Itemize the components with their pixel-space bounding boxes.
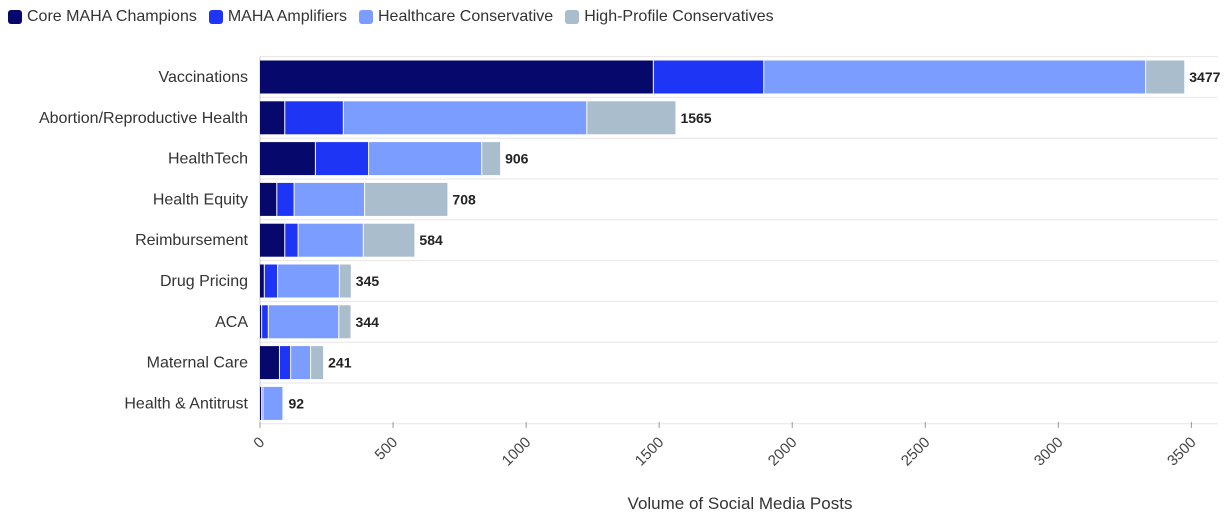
x-tick-label: 2000 (765, 434, 801, 470)
x-axis-title: Volume of Social Media Posts (628, 494, 853, 513)
bar-segment (311, 346, 324, 380)
bar-segment (369, 142, 482, 176)
bar-segment (365, 182, 448, 216)
bar-segment (587, 101, 676, 135)
bar-segment (264, 264, 278, 298)
total-label: 92 (288, 395, 304, 411)
bar-segment (262, 305, 268, 339)
legend: Core MAHA Champions MAHA Amplifiers Heal… (8, 8, 774, 26)
labels-layer: 0 500 1000 1500 2000 2500 3000 3500 Vaccinations… (39, 69, 1221, 469)
legend-item-high-profile-conservatives[interactable]: High-Profile Conservatives (565, 8, 774, 26)
total-label: 345 (356, 273, 380, 289)
bar-segment (260, 305, 262, 339)
category-label: Reimbursement (135, 232, 248, 249)
bar-segment (339, 264, 351, 298)
bar-segment (260, 182, 277, 216)
bar-segment (260, 346, 279, 380)
total-label: 241 (328, 355, 352, 371)
bar-segment (298, 223, 363, 257)
bar-segment (268, 305, 339, 339)
total-label: 344 (356, 314, 380, 330)
bar-segment (343, 101, 587, 135)
x-tick-label: 500 (372, 434, 402, 464)
bar-segment (260, 142, 315, 176)
bar-segment (653, 60, 764, 94)
bar-segment (339, 305, 351, 339)
total-label: 584 (419, 232, 443, 248)
x-tick-label: 1000 (499, 434, 535, 470)
category-label: Maternal Care (147, 355, 248, 372)
bar-segment (260, 101, 285, 135)
category-label: Abortion/Reproductive Health (39, 110, 248, 127)
bar-segment (482, 142, 501, 176)
legend-swatch (565, 10, 580, 24)
category-label: Health & Antitrust (124, 395, 248, 412)
category-label: HealthTech (168, 151, 248, 168)
legend-swatch (208, 10, 223, 24)
bar-segment (260, 386, 262, 420)
legend-label: Core MAHA Champions (27, 8, 197, 25)
bar-segment (363, 223, 415, 257)
legend-item-healthcare-conservative[interactable]: Healthcare Conservative (358, 8, 554, 26)
bar-segment (263, 386, 283, 420)
bar-segment (277, 182, 294, 216)
total-label: 3477 (1189, 69, 1220, 85)
category-label: Vaccinations (158, 69, 248, 86)
category-label: Health Equity (153, 191, 248, 208)
x-tick-label: 2500 (898, 434, 934, 470)
total-label: 1565 (680, 110, 711, 126)
bar-segment (260, 264, 264, 298)
legend-item-maha-amplifiers[interactable]: MAHA Amplifiers (208, 8, 347, 26)
legend-label: High-Profile Conservatives (584, 8, 774, 25)
category-label: ACA (215, 314, 248, 331)
x-tick-label: 1500 (632, 434, 668, 470)
x-tick-label: 3000 (1031, 434, 1067, 470)
bar-segment (260, 223, 285, 257)
x-tick-label: 3500 (1164, 434, 1200, 470)
total-label: 708 (452, 191, 476, 207)
bar-segment (260, 60, 653, 94)
bar-segment (285, 101, 343, 135)
legend-swatch (358, 10, 373, 24)
bar-segment (285, 223, 298, 257)
legend-item-core-maha-champions[interactable]: Core MAHA Champions (8, 8, 197, 26)
bar-segment (294, 182, 365, 216)
bar-segment (764, 60, 1146, 94)
legend-swatch (8, 10, 22, 24)
legend-label: MAHA Amplifiers (227, 8, 347, 25)
bar-segment (1146, 60, 1185, 94)
total-label: 906 (505, 151, 529, 167)
category-label: Drug Pricing (160, 273, 248, 290)
bar-segment (315, 142, 369, 176)
bars-layer (260, 60, 1185, 420)
bar-segment (278, 264, 339, 298)
legend-label: Healthcare Conservative (377, 8, 554, 25)
grid-layer (259, 56, 1218, 428)
x-tick-label: 0 (250, 434, 268, 452)
bar-segment (291, 346, 311, 380)
bar-segment (279, 346, 291, 380)
